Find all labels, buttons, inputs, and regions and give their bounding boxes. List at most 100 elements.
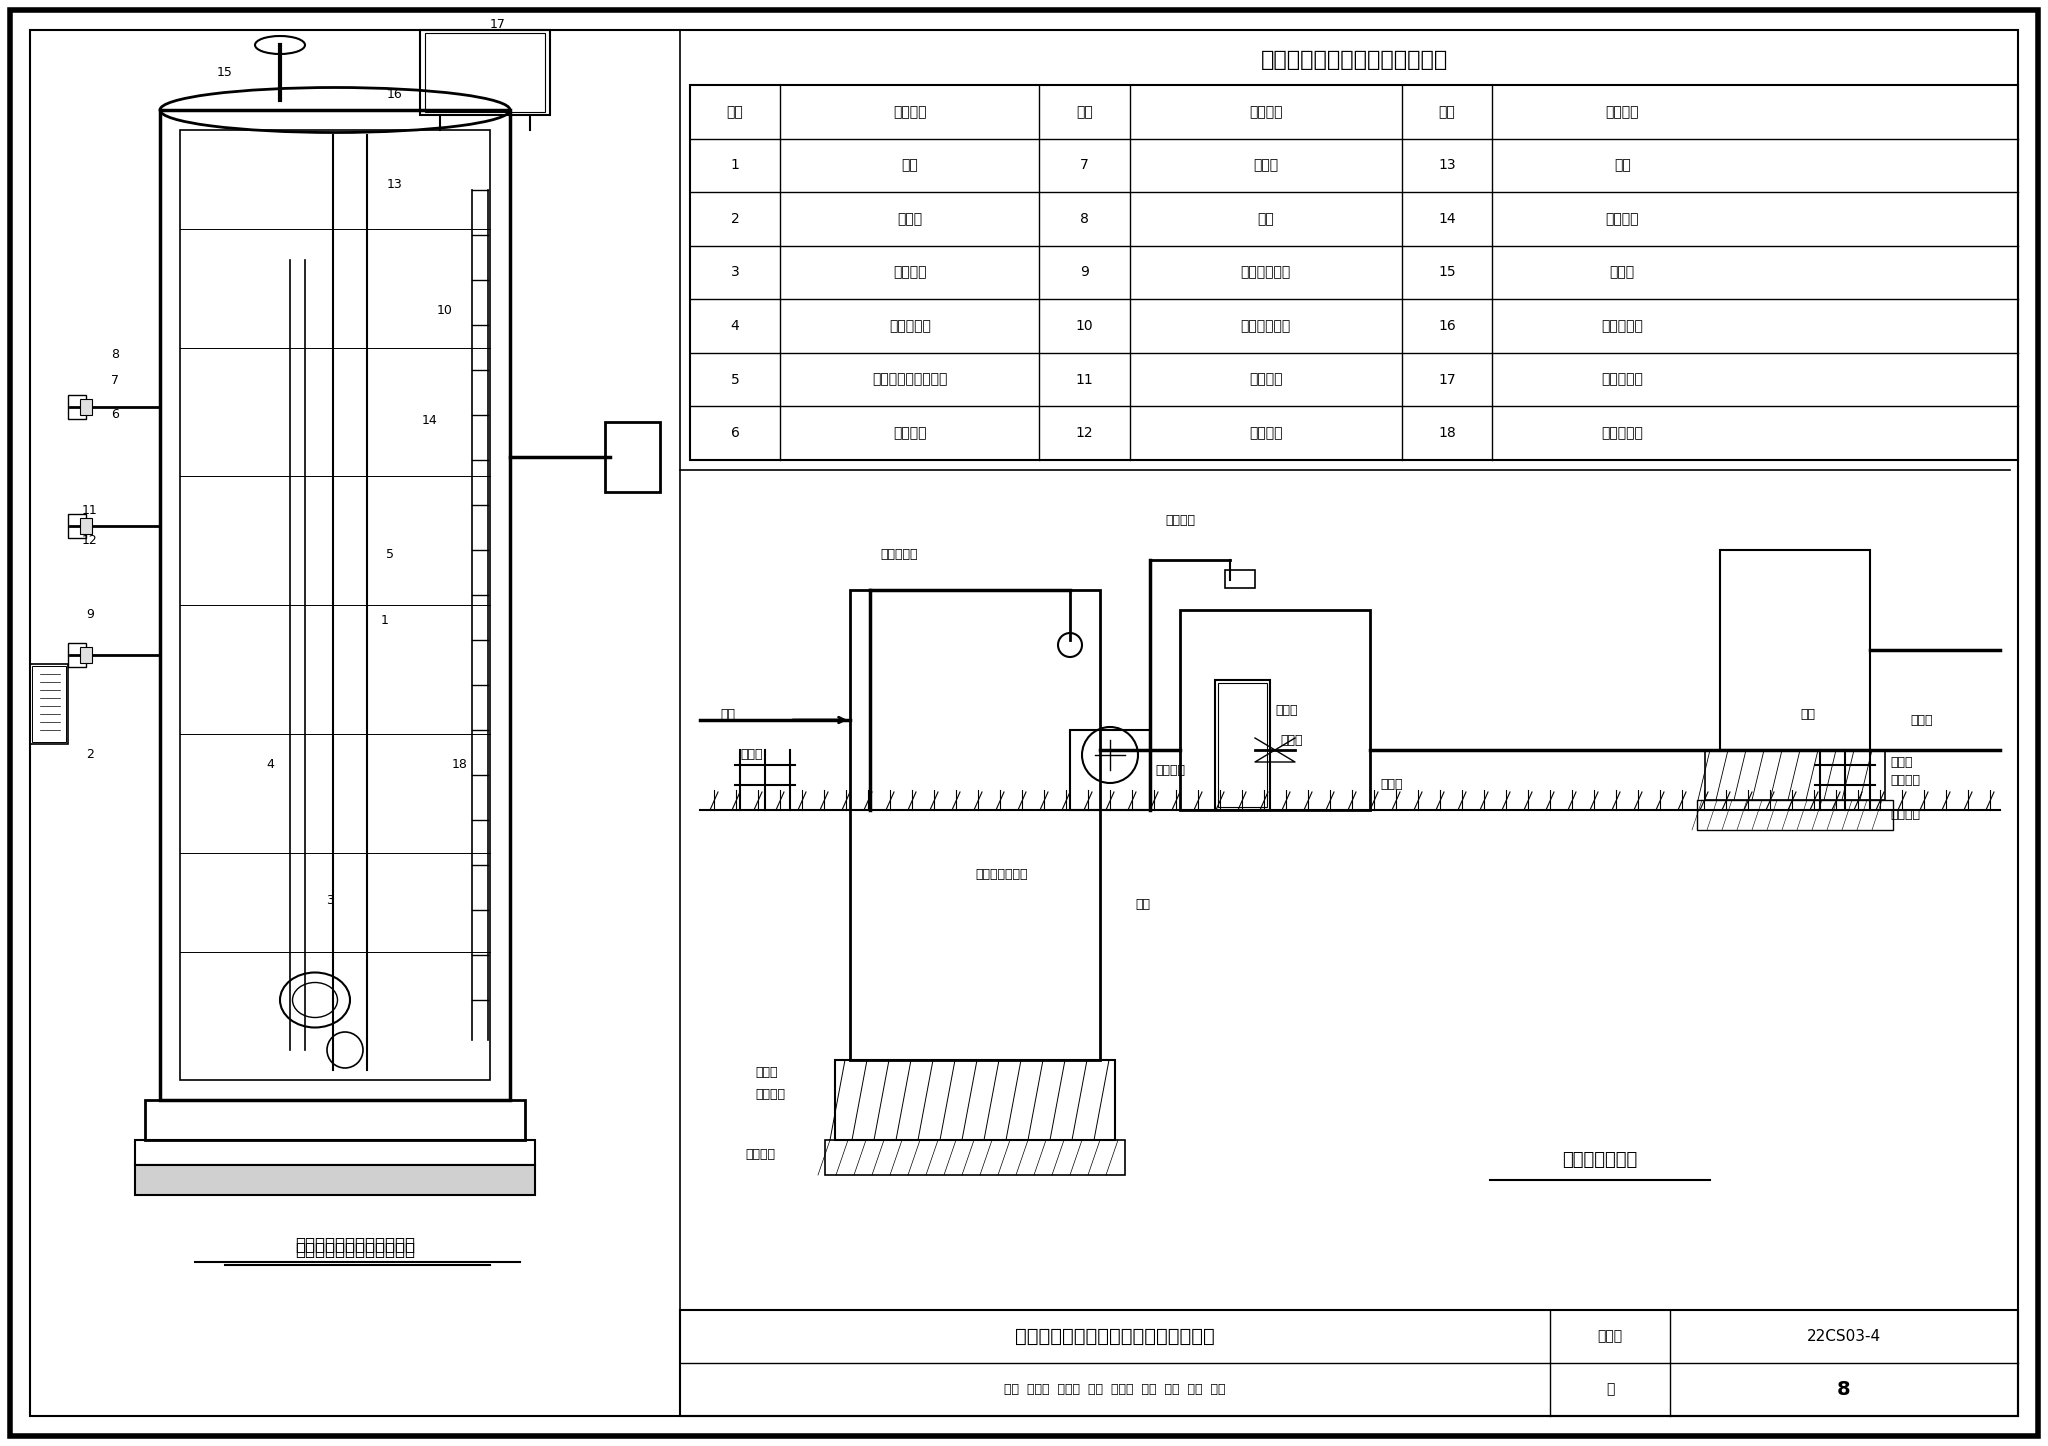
- Text: 护栏: 护栏: [1800, 709, 1815, 722]
- Text: 潜水泵: 潜水泵: [897, 213, 922, 226]
- Text: 部件名称: 部件名称: [1249, 104, 1282, 119]
- Text: 2: 2: [731, 213, 739, 226]
- Bar: [160, 110, 510, 1100]
- Text: 部件名称: 部件名称: [1606, 104, 1638, 119]
- Bar: [850, 590, 1100, 1060]
- Text: 通风管: 通风管: [1610, 266, 1634, 279]
- Bar: [135, 1139, 535, 1165]
- Text: 11: 11: [82, 503, 98, 516]
- Text: 14: 14: [1438, 213, 1456, 226]
- Bar: [145, 1100, 524, 1139]
- Text: 12: 12: [82, 534, 98, 547]
- Text: 静压式液位仪保护管: 静压式液位仪保护管: [872, 373, 948, 386]
- Text: 除臭设备: 除臭设备: [1155, 763, 1186, 777]
- Text: 压力管道: 压力管道: [893, 427, 926, 440]
- Text: 图集号: 图集号: [1597, 1329, 1622, 1343]
- Text: 1: 1: [381, 613, 389, 626]
- Text: 筒体: 筒体: [901, 159, 918, 172]
- Text: 11: 11: [1075, 373, 1094, 386]
- Text: 筒体: 筒体: [1135, 898, 1151, 911]
- Bar: [420, 30, 551, 116]
- Bar: [80, 646, 92, 662]
- Text: 16: 16: [387, 88, 403, 101]
- Text: 1: 1: [731, 159, 739, 172]
- Bar: [68, 642, 86, 667]
- Text: 基础垫层: 基础垫层: [745, 1148, 774, 1161]
- Text: 检修平台: 检修平台: [1606, 213, 1638, 226]
- Bar: [31, 664, 68, 745]
- Text: 15: 15: [1438, 266, 1456, 279]
- Text: 视频监控: 视频监控: [1165, 513, 1194, 526]
- Text: 序号: 序号: [727, 104, 743, 119]
- Text: 保护层: 保护层: [1890, 755, 1913, 768]
- Bar: [680, 1310, 2017, 1416]
- Text: 8: 8: [1837, 1379, 1851, 1398]
- Text: 2: 2: [86, 749, 94, 762]
- Text: 部件名称: 部件名称: [893, 104, 926, 119]
- Text: 22CS03-4: 22CS03-4: [1806, 1329, 1880, 1343]
- Text: 4: 4: [266, 759, 274, 772]
- Bar: [426, 33, 545, 111]
- Text: 筒体基础: 筒体基础: [1890, 774, 1921, 787]
- Text: 进水管: 进水管: [739, 749, 762, 762]
- Bar: [1219, 683, 1268, 807]
- Text: 出水管: 出水管: [1380, 778, 1403, 791]
- Text: 4: 4: [731, 320, 739, 333]
- Text: 护栏: 护栏: [721, 709, 735, 722]
- Text: 混凝土基础: 混凝土基础: [1602, 320, 1642, 333]
- Text: 3: 3: [326, 894, 334, 907]
- Text: 18: 18: [1438, 427, 1456, 440]
- Bar: [1180, 610, 1370, 810]
- Text: 闸阀: 闸阀: [1257, 213, 1274, 226]
- Bar: [80, 399, 92, 415]
- Text: 控制柜: 控制柜: [1280, 733, 1303, 746]
- Text: 格栅导轨: 格栅导轨: [1249, 373, 1282, 386]
- Bar: [825, 1139, 1124, 1176]
- Text: 进水管软接头: 进水管软接头: [1241, 266, 1290, 279]
- Text: 序号: 序号: [1075, 104, 1094, 119]
- Text: 工艺流程示意图: 工艺流程示意图: [1563, 1151, 1638, 1168]
- Text: 16: 16: [1438, 320, 1456, 333]
- Bar: [180, 130, 489, 1080]
- Bar: [68, 513, 86, 538]
- Text: 13: 13: [387, 178, 403, 191]
- Text: 6: 6: [111, 409, 119, 421]
- Text: 12: 12: [1075, 427, 1094, 440]
- Text: 一体化预制泵站组成示意图: 一体化预制泵站组成示意图: [295, 1241, 416, 1259]
- Text: 出水管: 出水管: [1911, 713, 1933, 726]
- Text: 膨胀螺栓孔: 膨胀螺栓孔: [1602, 427, 1642, 440]
- Text: 8: 8: [111, 348, 119, 362]
- Text: 15: 15: [217, 65, 233, 78]
- Bar: [33, 667, 66, 742]
- Bar: [1214, 680, 1270, 810]
- Text: 18: 18: [453, 759, 467, 772]
- Text: 出水管软接头: 出水管软接头: [1241, 320, 1290, 333]
- Bar: [1225, 570, 1255, 589]
- Text: 5: 5: [731, 373, 739, 386]
- Text: 耦合底座: 耦合底座: [893, 266, 926, 279]
- Text: 一体化预制泵站: 一体化预制泵站: [975, 869, 1028, 882]
- Bar: [604, 421, 659, 492]
- Bar: [68, 395, 86, 419]
- Bar: [836, 1060, 1114, 1139]
- Text: 一体化预制泵站组成及工艺流程示意图: 一体化预制泵站组成及工艺流程示意图: [1016, 1327, 1214, 1346]
- Bar: [1069, 730, 1151, 810]
- Text: 5: 5: [385, 548, 393, 561]
- Text: 页: 页: [1606, 1382, 1614, 1397]
- Text: 3: 3: [731, 266, 739, 279]
- Text: 6: 6: [731, 427, 739, 440]
- Text: 智能控制柜: 智能控制柜: [1602, 373, 1642, 386]
- Text: 一体化预制泵站组成示意图: 一体化预制泵站组成示意图: [295, 1236, 416, 1254]
- Bar: [1720, 549, 1870, 750]
- Text: 7: 7: [111, 373, 119, 386]
- Text: 14: 14: [422, 414, 438, 427]
- Text: 阀门井: 阀门井: [1276, 704, 1298, 717]
- Text: 17: 17: [489, 19, 506, 32]
- Bar: [80, 518, 92, 534]
- Text: 止回阀: 止回阀: [1253, 159, 1278, 172]
- Bar: [135, 1165, 535, 1194]
- Text: 9: 9: [1079, 266, 1090, 279]
- Bar: [1706, 750, 1884, 800]
- Text: 一体化预制泵站组成部件一览表: 一体化预制泵站组成部件一览表: [1260, 51, 1448, 69]
- Text: 17: 17: [1438, 373, 1456, 386]
